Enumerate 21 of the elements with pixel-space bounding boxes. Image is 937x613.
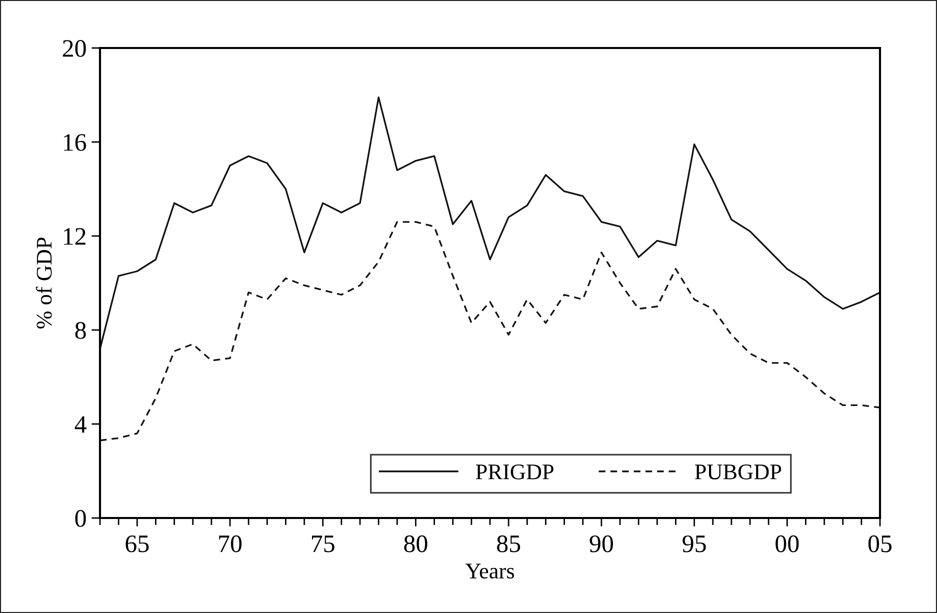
line-series [100, 96, 880, 350]
x-tick-label: 75 [312, 536, 334, 552]
x-tick-label: 85 [497, 535, 520, 552]
legend-label: PRIGDP [476, 464, 554, 480]
x-tick-label: 05 [868, 535, 892, 552]
y-tick-label: 20 [62, 40, 86, 57]
line-series [100, 221, 880, 442]
x-tick-label: 70 [219, 535, 242, 552]
x-tick-label: 65 [126, 535, 149, 552]
y-tick-label: 0 [75, 510, 86, 527]
y-tick-label: 4 [74, 416, 86, 433]
x-tick-label: 80 [404, 535, 428, 552]
legend-label: PUBGDP [694, 464, 782, 480]
y-tick-label: 12 [64, 228, 86, 245]
y-tick-label: 16 [64, 134, 86, 151]
x-axis-title: Years [465, 564, 514, 579]
x-tick-label: 95 [682, 535, 706, 552]
y-axis-title: % of GDP [36, 238, 52, 329]
y-tick-label: 8 [75, 322, 86, 339]
x-tick-label: 00 [776, 535, 799, 552]
x-tick-label: 90 [590, 535, 613, 552]
